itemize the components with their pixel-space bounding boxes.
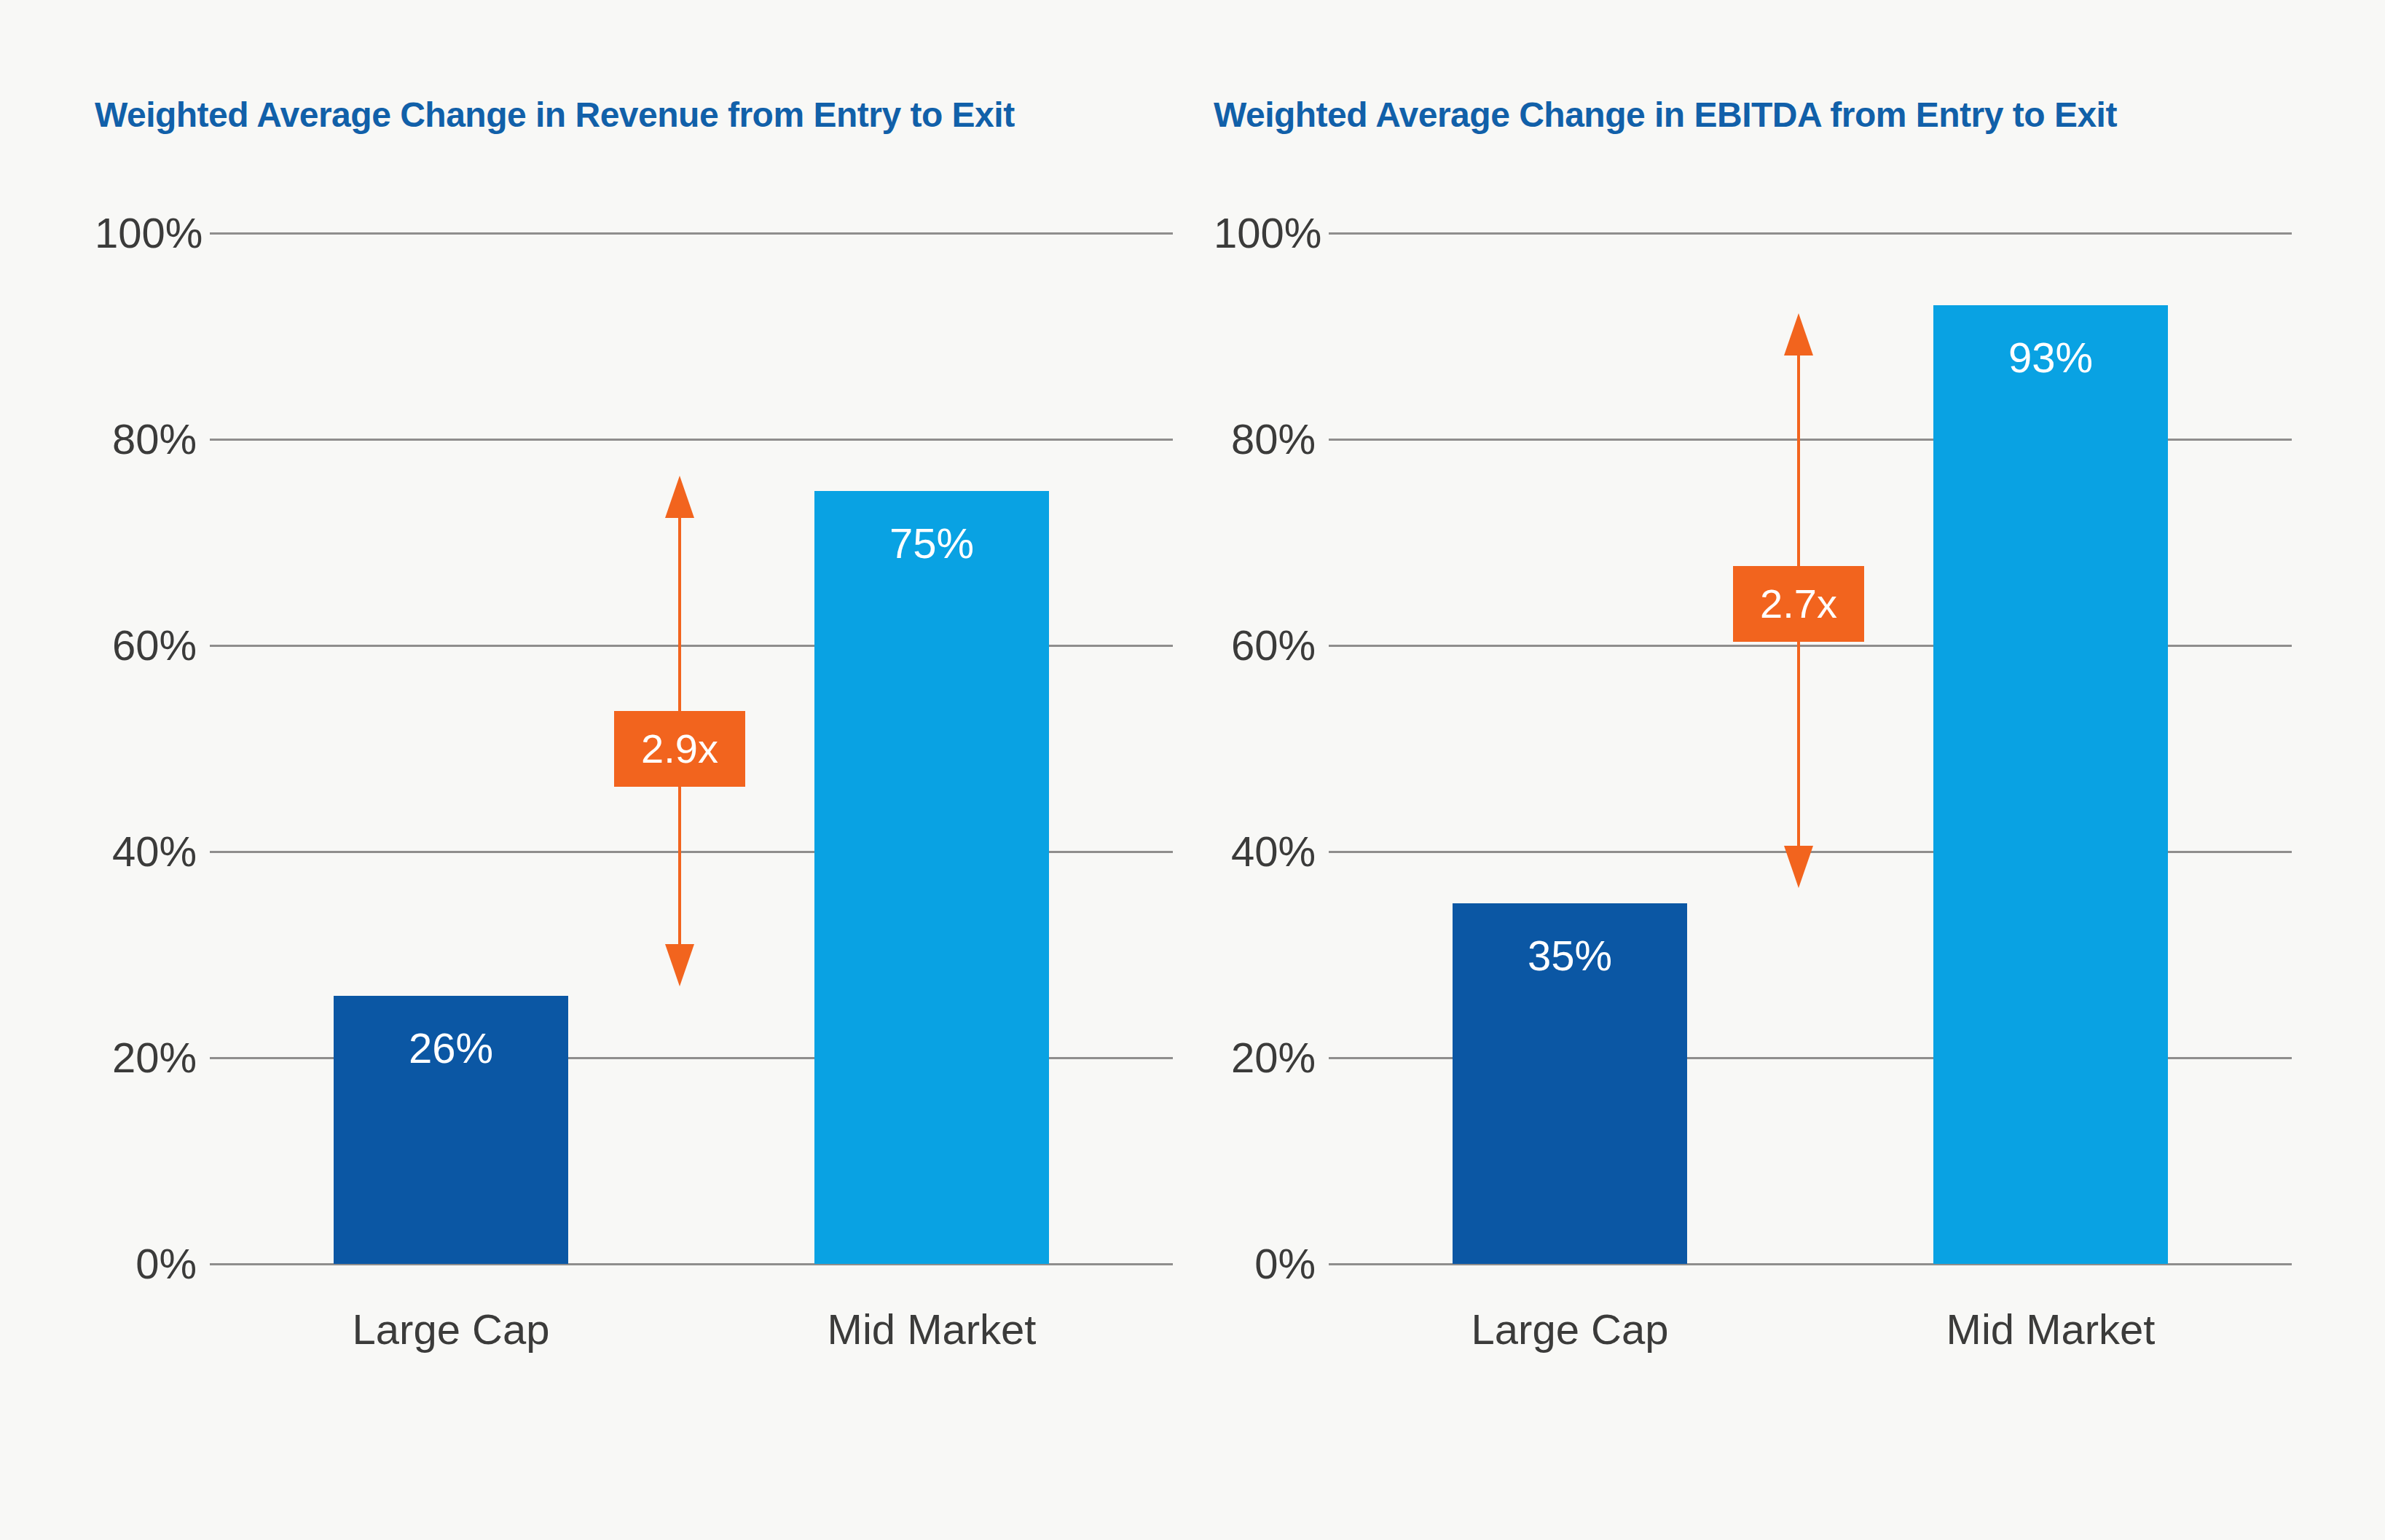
arrow-head-up-icon xyxy=(1784,313,1813,355)
bar-value-label: 26% xyxy=(334,1018,568,1079)
bar-value-label: 93% xyxy=(1933,327,2168,388)
chart-title: Weighted Average Change in EBITDA from E… xyxy=(1214,95,2117,135)
arrow-head-up-icon xyxy=(665,476,694,518)
y-tick-label: 0% xyxy=(1214,1233,1316,1295)
page-background: { "colors": { "background": "#F8F8F6", "… xyxy=(0,0,2385,1540)
y-tick-label: 20% xyxy=(1214,1027,1316,1088)
y-tick-label: 60% xyxy=(95,615,197,676)
arrow-head-down-icon xyxy=(665,944,694,986)
bar-mid-market: 93% xyxy=(1933,305,2168,1264)
x-category-label: Mid Market xyxy=(691,1291,1172,1367)
bar-value-label: 35% xyxy=(1453,925,1687,986)
x-category-label: Large Cap xyxy=(1329,1291,1810,1367)
y-tick-label: 80% xyxy=(1214,409,1316,470)
multiplier-badge: 2.7x xyxy=(1733,566,1864,642)
arrow-head-down-icon xyxy=(1784,846,1813,888)
y-tick-label: 0% xyxy=(95,1233,197,1295)
y-tick-label: 100% xyxy=(1214,203,1316,264)
gridline-100pct xyxy=(210,232,1173,235)
x-category-label: Large Cap xyxy=(211,1291,691,1367)
revenue-chart-pane: Weighted Average Change in Revenue from … xyxy=(95,0,1173,1540)
y-tick-label: 40% xyxy=(1214,821,1316,882)
y-tick-label: 60% xyxy=(1214,615,1316,676)
multiplier-badge: 2.9x xyxy=(614,711,745,787)
gridline-100pct xyxy=(1329,232,2292,235)
gridline-80pct xyxy=(210,439,1173,441)
bar-large-cap: 35% xyxy=(1453,903,1687,1264)
y-tick-label: 20% xyxy=(95,1027,197,1088)
revenue-chart-plot-area: 100%80%60%40%20%0%26%Large Cap75%Mid Mar… xyxy=(95,233,1173,1264)
y-tick-label: 40% xyxy=(95,821,197,882)
bar-value-label: 75% xyxy=(814,513,1049,574)
chart-title: Weighted Average Change in Revenue from … xyxy=(95,95,1015,135)
ebitda-chart-pane: Weighted Average Change in EBITDA from E… xyxy=(1214,0,2292,1540)
bar-mid-market: 75% xyxy=(814,491,1049,1264)
x-category-label: Mid Market xyxy=(1810,1291,2291,1367)
y-tick-label: 80% xyxy=(95,409,197,470)
ebitda-chart-plot-area: 100%80%60%40%20%0%35%Large Cap93%Mid Mar… xyxy=(1214,233,2292,1264)
bar-large-cap: 26% xyxy=(334,996,568,1264)
y-tick-label: 100% xyxy=(95,203,197,264)
